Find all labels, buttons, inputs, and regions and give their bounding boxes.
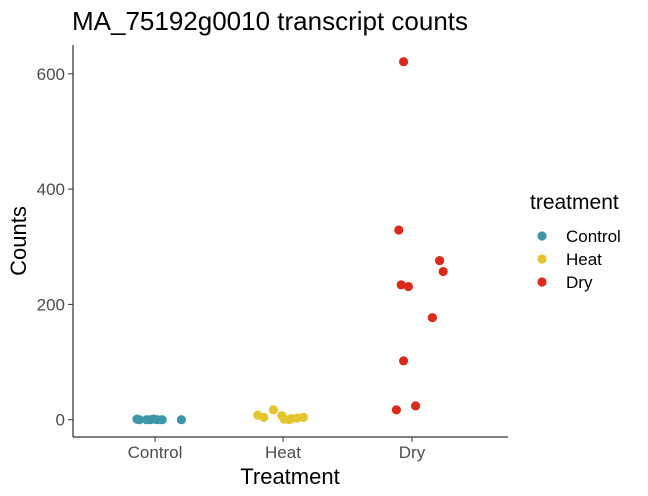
y-tick-label: 400 bbox=[37, 180, 65, 199]
legend-label-control: Control bbox=[566, 227, 621, 246]
y-axis-title: Counts bbox=[6, 206, 31, 276]
data-point-dry bbox=[399, 57, 409, 67]
data-point-dry bbox=[403, 281, 413, 292]
y-tick-label: 600 bbox=[37, 65, 65, 84]
legend: treatment Control Heat Dry bbox=[530, 191, 621, 292]
y-tick-label: 200 bbox=[37, 295, 65, 314]
data-point-heat bbox=[259, 412, 269, 422]
data-point-dry bbox=[396, 280, 406, 290]
y-tick-label: 0 bbox=[56, 411, 65, 430]
data-point-heat bbox=[268, 405, 278, 415]
data-point-dry bbox=[435, 256, 445, 266]
data-point-dry bbox=[438, 266, 448, 277]
x-axis-title: Treatment bbox=[240, 464, 339, 489]
data-point-heat bbox=[298, 412, 308, 422]
data-point-dry bbox=[394, 225, 404, 235]
data-point-control bbox=[176, 415, 186, 425]
chart-title: MA_75192g0010 transcript counts bbox=[72, 6, 468, 36]
axes: 0 200 400 600 Control Heat Dry bbox=[37, 45, 508, 462]
data-point-dry bbox=[399, 356, 409, 366]
legend-key-dry bbox=[537, 277, 547, 287]
x-tick-label: Dry bbox=[399, 443, 426, 462]
x-tick-label: Control bbox=[128, 443, 183, 462]
legend-title: treatment bbox=[530, 191, 619, 214]
legend-key-heat bbox=[537, 254, 547, 264]
data-point-dry bbox=[427, 313, 437, 323]
legend-label-heat: Heat bbox=[566, 250, 602, 269]
legend-label-dry: Dry bbox=[566, 273, 593, 292]
data-point-dry bbox=[411, 401, 421, 411]
data-point-control bbox=[134, 415, 144, 425]
plot-area bbox=[132, 57, 448, 425]
data-point-control bbox=[157, 415, 167, 425]
data-point-dry bbox=[391, 405, 401, 415]
x-tick-label: Heat bbox=[265, 443, 301, 462]
legend-key-control bbox=[537, 231, 547, 241]
